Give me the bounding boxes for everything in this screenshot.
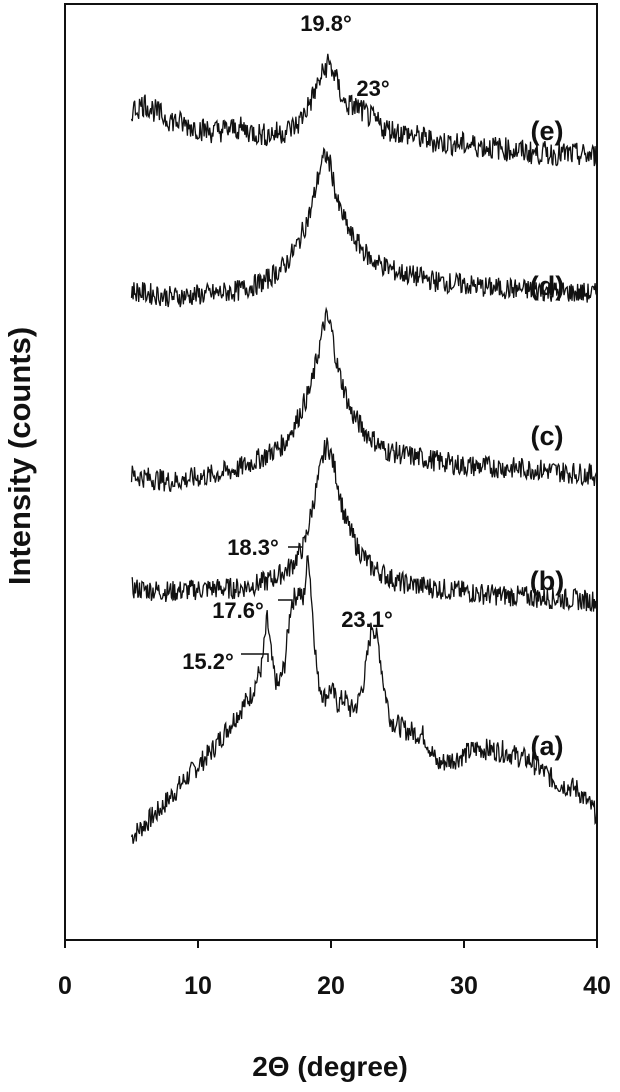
series-line-d bbox=[130, 146, 598, 308]
peak-annotation: 19.8° bbox=[300, 11, 352, 36]
curve-label: (c) bbox=[531, 421, 564, 451]
series-line-a bbox=[130, 554, 598, 844]
curve-label: (b) bbox=[530, 566, 564, 596]
peak-annotation: 23° bbox=[356, 76, 389, 101]
curve-label: (a) bbox=[531, 731, 564, 761]
x-tick-label: 30 bbox=[450, 972, 478, 1000]
x-tick-label: 40 bbox=[583, 972, 611, 1000]
series-layer bbox=[130, 53, 598, 844]
series-line-b bbox=[131, 437, 598, 613]
x-tick-label: 10 bbox=[184, 972, 212, 1000]
curve-label: (e) bbox=[531, 116, 564, 146]
series-line-c bbox=[130, 306, 598, 493]
x-axis-ticks bbox=[64, 940, 598, 948]
peak-annotation: 17.6° bbox=[212, 598, 264, 623]
peak-annotation: 15.2° bbox=[182, 649, 234, 674]
peak-annotation: 23.1° bbox=[341, 607, 393, 632]
curve-label: (d) bbox=[530, 271, 564, 301]
x-tick-label: 0 bbox=[58, 972, 72, 1000]
annotation-leader bbox=[278, 599, 293, 608]
peak-annotation: 18.3° bbox=[227, 535, 279, 560]
annotation-layer: (a) (b) (c) (d) (e) 15.2° 17.6° 18.3° 23.1° 19.8°… bbox=[182, 11, 564, 761]
x-axis-tick-labels: 0 10 20 30 40 bbox=[58, 972, 611, 1000]
series-line-e bbox=[130, 53, 598, 167]
x-tick-label: 20 bbox=[317, 972, 345, 1000]
annotation-leader bbox=[241, 653, 269, 662]
y-axis-label: Intensity (counts) bbox=[2, 327, 37, 585]
x-axis-label: 2Θ (degree) bbox=[252, 1051, 408, 1082]
